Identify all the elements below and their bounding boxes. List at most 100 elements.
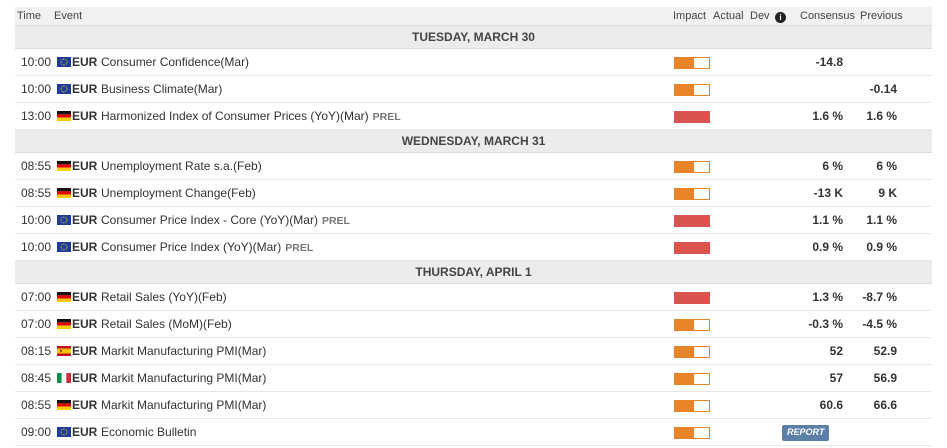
- event-row[interactable]: 10:00 EUR Consumer Price Index (YoY)(Mar) P…: [15, 234, 932, 261]
- event-title[interactable]: Retail Sales (MoM)(Feb): [101, 311, 232, 338]
- event-name[interactable]: Markit Manufacturing PMI(Mar): [101, 398, 267, 412]
- event-name[interactable]: Unemployment Change(Feb): [101, 186, 256, 200]
- impact-fill: [675, 374, 694, 384]
- event-title[interactable]: Business Climate(Mar): [101, 76, 222, 103]
- event-name[interactable]: Consumer Price Index - Core (YoY)(Mar): [101, 213, 318, 227]
- event-time: 10:00: [21, 82, 52, 96]
- event-name[interactable]: Consumer Confidence(Mar): [101, 55, 250, 69]
- economic-calendar: Time Event Impact Actual Dev i Consensus…: [15, 7, 932, 446]
- impact-fill: [675, 243, 709, 253]
- impact-bar: [674, 215, 710, 227]
- event-name[interactable]: Business Climate(Mar): [101, 82, 223, 96]
- event-title[interactable]: Unemployment Rate s.a.(Feb): [101, 153, 262, 180]
- header-impact[interactable]: Impact: [673, 10, 707, 22]
- event-name[interactable]: Unemployment Rate s.a.(Feb): [101, 159, 262, 173]
- event-title[interactable]: Consumer Price Index (YoY)(Mar) PREL: [101, 234, 313, 262]
- impact-bar: [674, 84, 710, 96]
- impact-fill: [675, 347, 694, 357]
- day-header: TUESDAY, MARCH 30: [15, 26, 932, 49]
- event-currency: EUR: [72, 344, 98, 358]
- impact-bar: [674, 400, 710, 412]
- event-time: 10:00: [21, 55, 52, 69]
- previous-value: 56.9: [873, 371, 897, 385]
- event-title[interactable]: Consumer Confidence(Mar): [101, 49, 249, 76]
- event-time: 08:55: [21, 398, 52, 412]
- event-row[interactable]: 08:55 EUR Unemployment Rate s.a.(Feb) 6 % 6 …: [15, 153, 932, 180]
- event-time: 07:00: [21, 290, 52, 304]
- impact-fill: [675, 320, 694, 330]
- previous-value: 6 %: [876, 159, 897, 173]
- event-row[interactable]: 07:00 EUR Retail Sales (MoM)(Feb) -0.3 % -4.…: [15, 311, 932, 338]
- event-name[interactable]: Markit Manufacturing PMI(Mar): [101, 344, 267, 358]
- event-title[interactable]: Markit Manufacturing PMI(Mar): [101, 392, 266, 419]
- event-name[interactable]: Economic Bulletin: [101, 425, 197, 439]
- germany-flag-icon: [57, 187, 71, 198]
- event-name[interactable]: Markit Manufacturing PMI(Mar): [101, 371, 267, 385]
- consensus-value: 0.9 %: [812, 240, 843, 254]
- consensus-value: 1.6 %: [812, 109, 843, 123]
- prel-label: PREL: [321, 215, 350, 227]
- previous-value: -8.7 %: [862, 290, 897, 304]
- previous-value: 1.6 %: [866, 109, 897, 123]
- event-time: 09:00: [21, 425, 52, 439]
- event-row[interactable]: 10:00 EUR Business Climate(Mar) -0.14: [15, 76, 932, 103]
- previous-value: 66.6: [873, 398, 897, 412]
- event-time: 08:55: [21, 186, 52, 200]
- event-currency: EUR: [72, 109, 98, 123]
- event-title[interactable]: Markit Manufacturing PMI(Mar): [101, 338, 266, 365]
- event-title[interactable]: Harmonized Index of Consumer Prices (YoY…: [101, 103, 401, 131]
- header-consensus[interactable]: Consensus: [800, 10, 856, 22]
- impact-fill: [675, 162, 694, 172]
- event-currency: EUR: [72, 398, 98, 412]
- day-header: THURSDAY, APRIL 1: [15, 261, 932, 284]
- event-name[interactable]: Harmonized Index of Consumer Prices (YoY…: [101, 109, 369, 123]
- event-time: 13:00: [21, 109, 52, 123]
- event-row[interactable]: 08:15 EUR Markit Manufacturing PMI(Mar) 52 5…: [15, 338, 932, 365]
- previous-value: 52.9: [873, 344, 897, 358]
- event-title[interactable]: Unemployment Change(Feb): [101, 180, 256, 207]
- impact-bar: [674, 319, 710, 331]
- previous-value: 0.9 %: [866, 240, 897, 254]
- event-name[interactable]: Consumer Price Index (YoY)(Mar): [101, 240, 282, 254]
- event-name[interactable]: Retail Sales (YoY)(Feb): [101, 290, 227, 304]
- header-previous[interactable]: Previous: [860, 10, 903, 22]
- event-row[interactable]: 07:00 EUR Retail Sales (YoY)(Feb) 1.3 % -8.7…: [15, 284, 932, 311]
- eu-flag-icon: [57, 426, 71, 437]
- italy-flag-icon: [57, 372, 71, 383]
- event-row[interactable]: 13:00 EUR Harmonized Index of Consumer Pri…: [15, 103, 932, 130]
- germany-flag-icon: [57, 160, 71, 171]
- event-title[interactable]: Economic Bulletin: [101, 419, 196, 446]
- germany-flag-icon: [57, 291, 71, 302]
- previous-value: 1.1 %: [866, 213, 897, 227]
- impact-bar: [674, 57, 710, 69]
- event-currency: EUR: [72, 371, 98, 385]
- event-row[interactable]: 08:45 EUR Markit Manufacturing PMI(Mar) 57 5…: [15, 365, 932, 392]
- impact-bar: [674, 242, 710, 254]
- event-currency: EUR: [72, 55, 98, 69]
- event-title[interactable]: Retail Sales (YoY)(Feb): [101, 284, 227, 311]
- event-title[interactable]: Markit Manufacturing PMI(Mar): [101, 365, 266, 392]
- event-row[interactable]: 08:55 EUR Unemployment Change(Feb) -13 K 9 K: [15, 180, 932, 207]
- event-row[interactable]: 10:00 EUR Consumer Price Index - Core (YoY…: [15, 207, 932, 234]
- event-row[interactable]: 08:55 EUR Markit Manufacturing PMI(Mar) 60.…: [15, 392, 932, 419]
- event-currency: EUR: [72, 425, 98, 439]
- calendar-header: Time Event Impact Actual Dev i Consensus…: [15, 7, 932, 26]
- event-name[interactable]: Retail Sales (MoM)(Feb): [101, 317, 232, 331]
- header-actual[interactable]: Actual: [713, 10, 744, 22]
- consensus-value: 60.6: [819, 398, 843, 412]
- event-time: 10:00: [21, 213, 52, 227]
- event-row[interactable]: 10:00 EUR Consumer Confidence(Mar) -14.8: [15, 49, 932, 76]
- event-row[interactable]: 09:00 EUR Economic Bulletin REPORT: [15, 419, 932, 446]
- event-currency: EUR: [72, 290, 98, 304]
- report-badge[interactable]: REPORT: [782, 425, 830, 441]
- header-dev[interactable]: Dev: [750, 10, 770, 22]
- impact-fill: [675, 85, 694, 95]
- impact-fill: [675, 401, 694, 411]
- impact-bar: [674, 346, 710, 358]
- impact-fill: [675, 112, 709, 122]
- germany-flag-icon: [57, 110, 71, 121]
- previous-value: -4.5 %: [862, 317, 897, 331]
- event-title[interactable]: Consumer Price Index - Core (YoY)(Mar) PR…: [101, 207, 350, 235]
- event-time: 08:45: [21, 371, 52, 385]
- event-currency: EUR: [72, 186, 98, 200]
